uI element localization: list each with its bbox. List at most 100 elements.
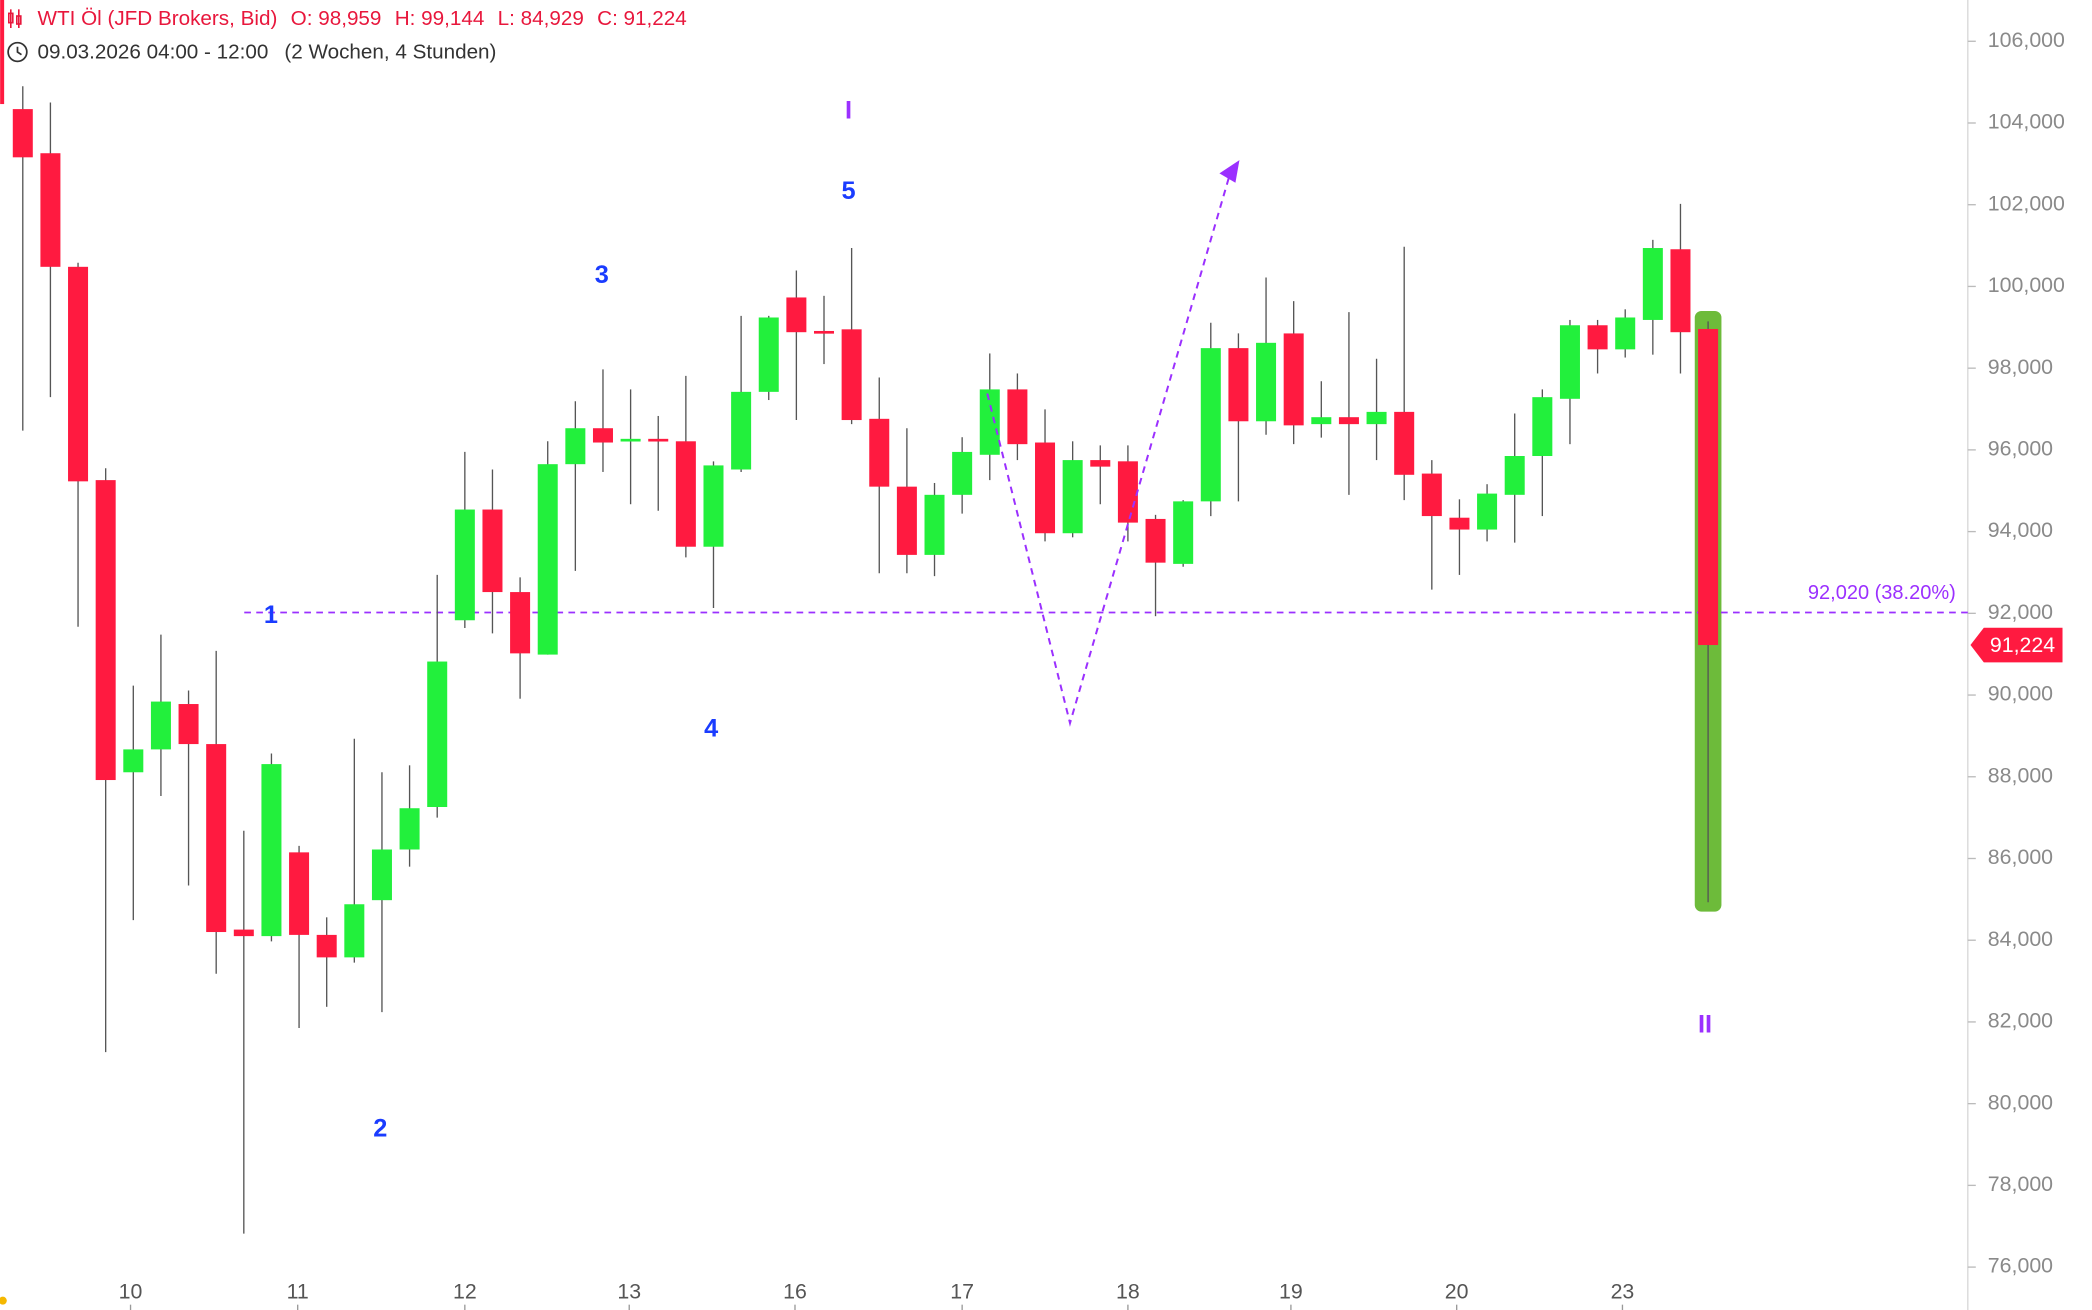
x-tick-label: 11 [287,1279,309,1303]
x-tick-label: 12 [453,1279,477,1303]
x-tick-label: 16 [783,1279,807,1303]
projection-arrowhead [1219,160,1240,183]
candle-body [565,428,586,465]
header-ohlc: C: 91,224 [597,7,687,30]
y-tick-label: 84,000 [1988,927,2053,951]
candle-body [1007,389,1028,445]
wave-label: 3 [595,261,609,289]
candle-body [399,808,420,850]
header-ohlc: H: 99,144 [395,7,485,30]
header-ohlc: L: 84,929 [498,7,584,30]
marker-dot [0,1296,7,1305]
y-tick-label: 78,000 [1988,1172,2053,1196]
candle-icon [8,9,22,29]
candle-body [1670,249,1691,333]
candle-body [123,749,144,773]
candle-body [1366,411,1387,425]
last-price-tag [1970,627,2063,663]
x-tick-label: 20 [1445,1279,1469,1303]
x-tick-label: 17 [950,1279,974,1303]
x-tick-label: 18 [1116,1279,1140,1303]
candle-body [731,391,752,470]
candle-body [1449,517,1470,530]
y-tick-label: 80,000 [1988,1090,2053,1114]
header-ohlc: O: 98,959 [291,7,382,30]
candle-body [1642,248,1663,320]
candle-body [1587,325,1608,350]
y-tick-label: 92,000 [1988,600,2053,624]
candle-body [1283,333,1304,426]
candle-body [316,934,337,958]
header-period: (2 Wochen, 4 Stunden) [284,41,496,64]
candle-body [1615,317,1636,350]
candle-body [1338,417,1359,425]
candle-body [1394,411,1415,475]
y-tick-label: 100,000 [1988,273,2065,297]
candle-body [233,929,254,937]
candle-body [1228,348,1249,422]
candle-body [1421,473,1442,517]
candle-body [1311,417,1332,425]
candle-body [1117,461,1138,523]
candle-body [150,701,171,750]
retracement-label: 92,020 (38.20%) [1808,582,1956,604]
candle-body [537,464,558,655]
header-range: 09.03.2026 04:00 - 12:00 [37,41,268,64]
x-tick-label: 23 [1611,1279,1635,1303]
candle-body [979,389,1000,455]
candle-body [95,480,116,781]
wave-label: II [1698,1011,1712,1039]
header: WTI Öl (JFD Brokers, Bid) O: 98,959 H: 99,… [0,0,687,105]
last-price-label: 91,224 [1990,633,2055,657]
candle-body [206,744,227,933]
plot: 76,000 78,000 80,000 82,000 84,000 86,000 88,0… [12,28,2065,1310]
candle-body [1200,348,1221,502]
candle-body [454,509,475,621]
header-range: 09.03.2026 04:00 - 12:00 (2 Wochen, 4 Stu… [37,41,496,64]
candle-body [924,494,945,555]
candle-body [1035,442,1056,534]
y-tick-label: 90,000 [1988,682,2053,706]
candle-body [371,849,392,901]
candle-body [1504,456,1525,495]
candle-body [427,661,448,808]
candle-body [1256,342,1277,422]
candle-body [813,330,835,334]
candle-body [510,592,531,654]
candle-body [703,465,724,547]
y-tick-label: 86,000 [1988,845,2053,869]
candle-body [841,329,862,421]
header-title: WTI Öl (JFD Brokers, Bid) [37,7,277,30]
x-tick-label: 13 [617,1279,641,1303]
x-tick-label: 19 [1279,1279,1303,1303]
candle-body [1145,518,1166,563]
candle-body [758,317,779,392]
wave-label: 4 [704,714,718,742]
clock-icon [7,41,28,63]
y-tick-label: 104,000 [1988,110,2065,134]
candle-body [675,441,696,547]
candle-body [786,297,807,333]
candle-body [1559,325,1580,399]
y-tick-label: 82,000 [1988,1009,2053,1033]
candle-body [40,153,61,267]
candle-body [648,438,669,442]
candle-body [869,418,890,487]
candle-body [1532,397,1553,457]
candle-body [952,451,973,495]
candle-body [592,428,613,443]
candle-body [482,509,503,593]
candle-body [178,704,199,745]
wave-label: 5 [842,177,856,205]
candle-body [1062,460,1083,534]
candle-body [1698,328,1719,646]
y-tick-label: 94,000 [1988,518,2053,542]
candle-body [68,266,89,482]
y-tick-label: 102,000 [1988,191,2065,215]
candle-body [12,109,33,158]
candle-body [620,438,641,442]
y-tick-label: 98,000 [1988,355,2053,379]
wave-label: 2 [373,1115,387,1143]
candle-body [1477,493,1498,530]
